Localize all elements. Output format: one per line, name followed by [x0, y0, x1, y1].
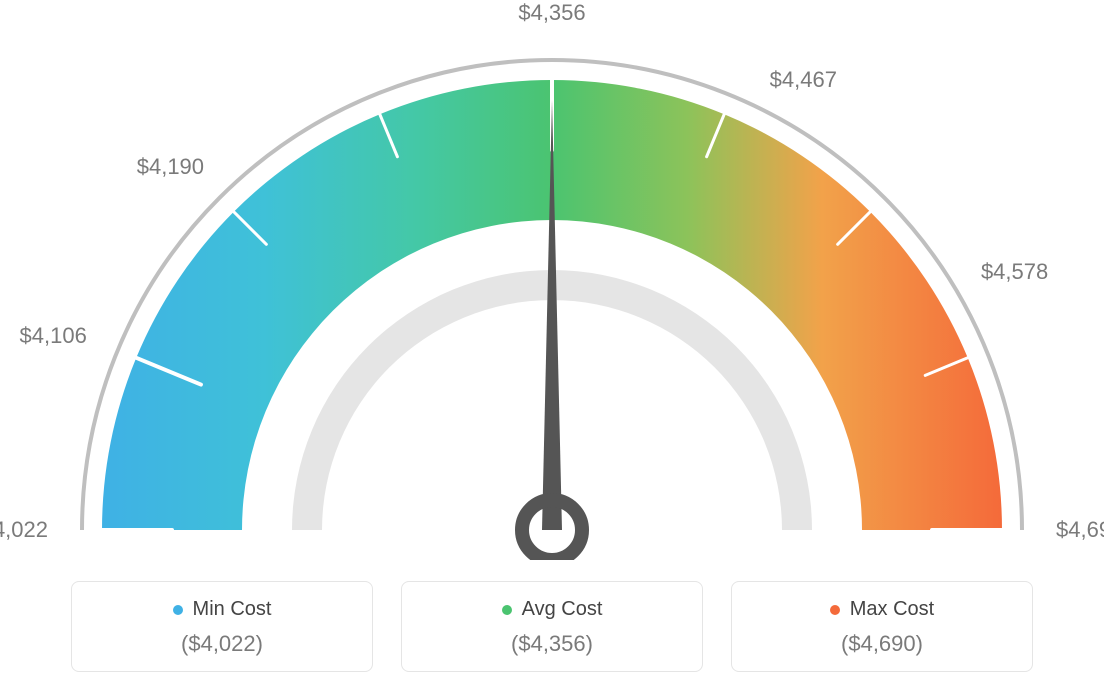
legend-label-min: Min Cost — [193, 598, 272, 621]
legend-label-avg: Avg Cost — [522, 598, 603, 621]
scale-label: $4,106 — [20, 323, 87, 349]
dot-icon — [830, 605, 840, 615]
scale-label: $4,467 — [770, 67, 837, 93]
dot-icon — [173, 605, 183, 615]
scale-label: $4,190 — [137, 154, 204, 180]
chart-root: $4,022 $4,106 $4,190 $4,356 $4,467 $4,578 $4,6… — [0, 0, 1104, 690]
scale-label: $4,356 — [518, 0, 585, 26]
gauge-svg — [0, 0, 1104, 560]
legend-card-avg: Avg Cost ($4,356) — [401, 581, 703, 672]
gauge-chart: $4,022 $4,106 $4,190 $4,356 $4,467 $4,578 $4,6… — [0, 0, 1104, 560]
scale-label: $4,690 — [1056, 517, 1104, 543]
dot-icon — [502, 605, 512, 615]
legend-card-max: Max Cost ($4,690) — [731, 581, 1033, 672]
legend-value-min: ($4,022) — [72, 631, 372, 657]
legend-title-max: Max Cost — [830, 598, 934, 621]
legend-title-avg: Avg Cost — [502, 598, 603, 621]
legend-label-max: Max Cost — [850, 598, 934, 621]
scale-label: $4,578 — [981, 258, 1048, 284]
legend-value-max: ($4,690) — [732, 631, 1032, 657]
legend-row: Min Cost ($4,022) Avg Cost ($4,356) Max … — [0, 581, 1104, 672]
legend-card-min: Min Cost ($4,022) — [71, 581, 373, 672]
scale-label: $4,022 — [0, 517, 48, 543]
legend-title-min: Min Cost — [173, 598, 272, 621]
legend-value-avg: ($4,356) — [402, 631, 702, 657]
